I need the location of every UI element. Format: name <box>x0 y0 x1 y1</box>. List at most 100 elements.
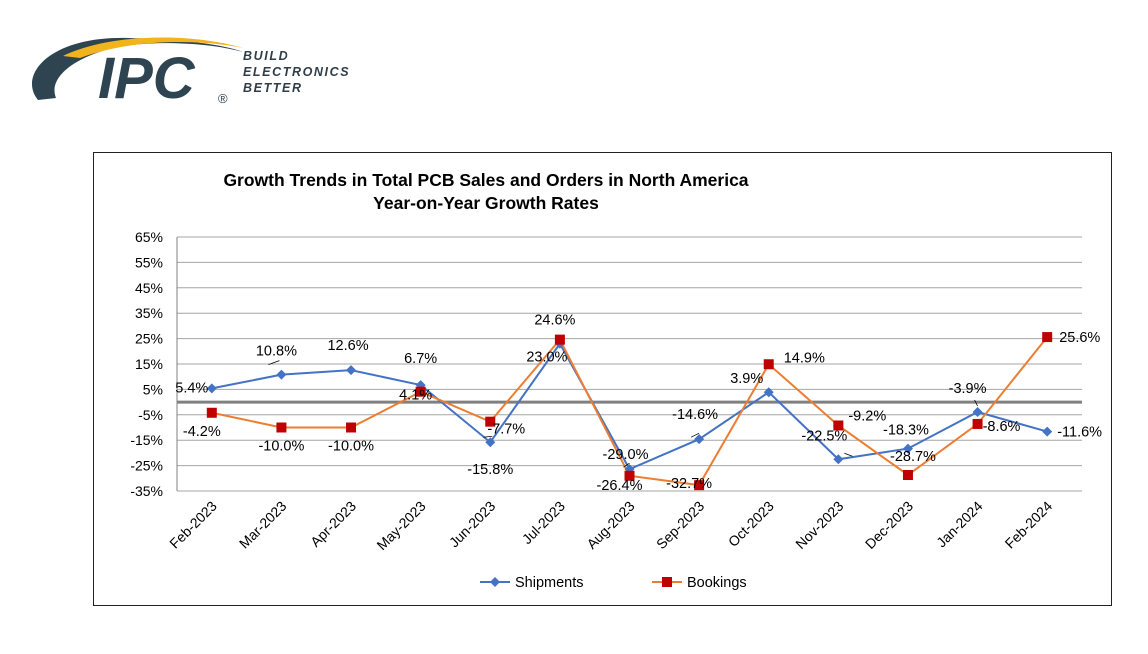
y-tick-label: -5% <box>138 407 163 423</box>
label-leader <box>844 452 853 457</box>
label-leader <box>623 462 630 468</box>
y-tick-label: 35% <box>135 305 163 321</box>
legend-shipments-label: Shipments <box>515 575 584 591</box>
shipments-point <box>276 369 287 380</box>
bookings-point <box>554 334 565 345</box>
shipments-point <box>763 387 774 398</box>
data-label: -8.6% <box>983 419 1021 435</box>
x-tick-label: Sep-2023 <box>653 498 707 552</box>
tagline-line-2: ELECTRONICS <box>243 65 351 79</box>
chart-frame: Growth Trends in Total PCB Sales and Ord… <box>93 152 1112 606</box>
data-label: -11.6% <box>1057 425 1102 441</box>
data-label: -18.3% <box>883 423 929 439</box>
data-label: -9.2% <box>848 408 886 424</box>
x-tick-label: Nov-2023 <box>792 498 846 552</box>
y-tick-label: -15% <box>130 432 163 448</box>
logo-registered: ® <box>218 91 228 106</box>
x-tick-label: Jul-2023 <box>519 498 568 547</box>
x-tick-label: Mar-2023 <box>236 498 290 552</box>
x-tick-label: Oct-2023 <box>725 498 777 550</box>
data-label: -32.7% <box>666 476 712 492</box>
x-tick-label: Jan-2024 <box>933 498 986 551</box>
x-tick-label: Feb-2024 <box>1002 498 1056 552</box>
data-label: -22.5% <box>801 428 847 444</box>
bookings-point <box>763 359 774 370</box>
shipments-point <box>1042 426 1053 437</box>
shipments-point <box>346 365 357 376</box>
y-tick-label: -35% <box>130 483 163 499</box>
shipments-point <box>972 407 983 418</box>
data-label: 3.9% <box>730 371 763 387</box>
x-tick-label: Aug-2023 <box>583 498 637 552</box>
logo-swoosh-gold <box>63 37 243 58</box>
data-label: -4.2% <box>183 424 221 440</box>
data-label: -14.6% <box>672 407 718 423</box>
bookings-point <box>485 416 496 427</box>
y-tick-label: 65% <box>135 229 163 245</box>
shipments-point <box>485 437 496 448</box>
x-tick-label: Apr-2023 <box>307 498 359 550</box>
bookings-point <box>1042 332 1053 343</box>
label-leader <box>690 432 700 438</box>
label-leader <box>974 399 978 407</box>
data-label: 23.0% <box>526 350 567 366</box>
chart-subtitle: Year-on-Year Growth Rates <box>373 193 599 213</box>
data-label: -3.9% <box>949 381 987 397</box>
bookings-point <box>624 470 635 481</box>
x-tick-label: Feb-2023 <box>166 498 220 552</box>
data-label: -10.0% <box>258 439 304 455</box>
shipments-point <box>694 434 705 445</box>
y-tick-label: 5% <box>143 381 163 397</box>
data-label: 6.7% <box>404 351 437 367</box>
data-label: 25.6% <box>1059 330 1100 346</box>
data-label: -26.4% <box>597 478 643 494</box>
legend-bookings-marker <box>662 577 672 587</box>
bookings-point <box>206 407 217 418</box>
legend: Shipments Bookings <box>480 575 747 591</box>
y-tick-label: 55% <box>135 254 163 270</box>
tagline-line-3: BETTER <box>243 81 303 95</box>
data-label: -7.7% <box>487 422 525 438</box>
shipments-point <box>833 454 844 465</box>
data-label: 12.6% <box>327 338 368 354</box>
data-label: 24.6% <box>534 313 575 329</box>
y-tick-label: 25% <box>135 331 163 347</box>
logo-tagline: BUILD ELECTRONICS BETTER <box>243 48 350 96</box>
data-label: -28.7% <box>890 449 936 465</box>
x-tick-label: Dec-2023 <box>862 498 916 552</box>
label-leader <box>483 435 493 438</box>
bookings-point <box>276 422 287 433</box>
bookings-point <box>694 480 705 491</box>
chart-title: Growth Trends in Total PCB Sales and Ord… <box>223 170 748 190</box>
y-tick-label: 15% <box>135 356 163 372</box>
shipments-point <box>206 383 217 394</box>
shipments-point <box>902 443 913 454</box>
y-tick-label: 45% <box>135 280 163 296</box>
data-label: -29.0% <box>603 447 649 463</box>
data-label: 14.9% <box>784 350 825 366</box>
label-leader <box>268 360 280 366</box>
data-labels: 5.4% 10.8% 12.6% 6.7% -15.8% 23.0% -26.4% -14.6… <box>175 313 1102 495</box>
bookings-point <box>415 386 426 397</box>
data-label: 10.8% <box>256 344 297 360</box>
logo-brand: IPC <box>98 46 196 108</box>
data-label: -10.0% <box>328 439 374 455</box>
bookings-point <box>346 422 357 433</box>
ipc-logo: IPC ® <box>32 37 243 108</box>
data-label: 5.4% <box>175 380 208 396</box>
x-tick-label: May-2023 <box>373 498 428 553</box>
data-label: -15.8% <box>467 462 513 478</box>
bookings-point <box>833 420 844 431</box>
tagline-line-1: BUILD <box>243 49 290 63</box>
y-axis: 65% 55% 45% 35% 25% 15% 5% -5% -15% -25% -35% <box>130 229 163 499</box>
x-tick-label: Jun-2023 <box>446 498 499 551</box>
legend-bookings-label: Bookings <box>687 575 747 591</box>
y-tick-label: -25% <box>130 458 163 474</box>
legend-shipments-marker <box>490 577 500 587</box>
data-label: 4.1% <box>399 388 432 404</box>
growth-chart: Growth Trends in Total PCB Sales and Ord… <box>130 170 1102 591</box>
bookings-point <box>902 469 913 480</box>
bookings-point <box>972 418 983 429</box>
x-axis: Feb-2023 Mar-2023 Apr-2023 May-2023 Jun-2023… <box>166 498 1055 553</box>
series-layer <box>206 332 1053 491</box>
